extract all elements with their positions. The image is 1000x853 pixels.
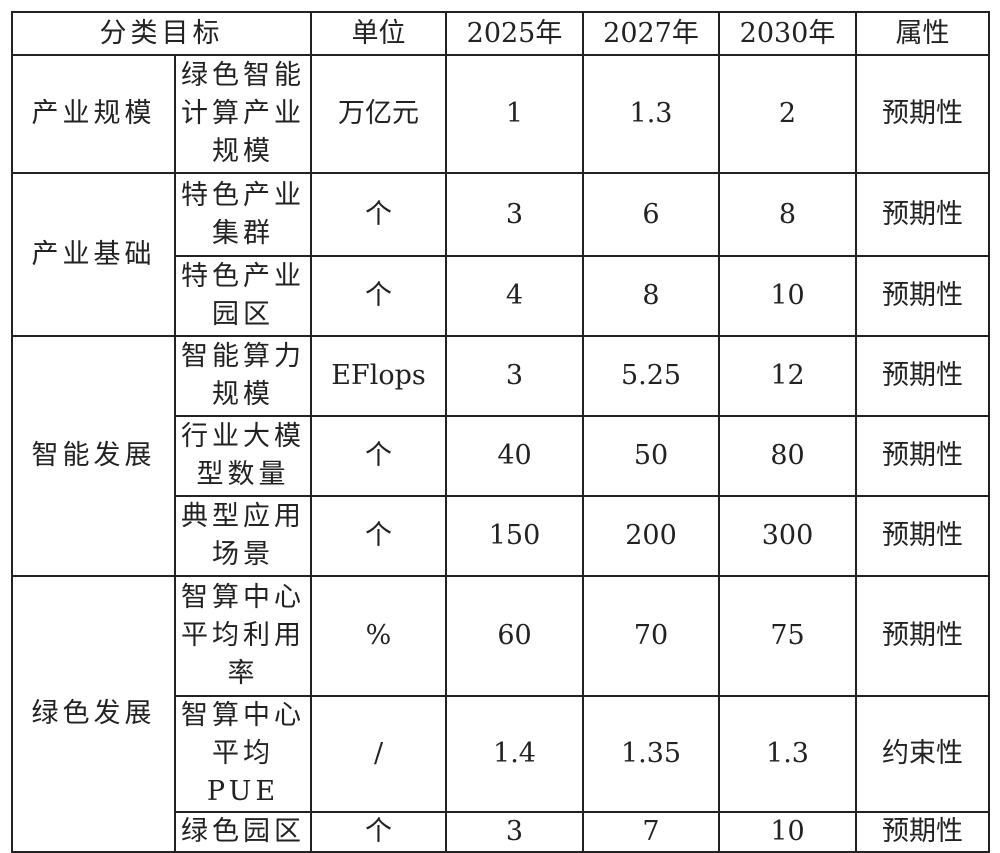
item-cell: 绿色园区	[174, 811, 312, 853]
header-attr: 属性	[855, 11, 990, 56]
table-row: 产业规模 绿色智能计算产业规模 万亿元 1 1.3 2 预期性	[11, 54, 990, 174]
item-cell: 智算中心平均PUE	[174, 695, 312, 813]
unit-cell: EFlops	[310, 335, 447, 417]
table-row: 典型应用场景 个 150 200 300 预期性	[12, 495, 990, 577]
value-2030: 1.3	[718, 695, 857, 813]
attr-cell: 预期性	[855, 255, 990, 337]
header-row: 分类目标 单位 2025年 2027年 2030年 属性	[11, 11, 990, 56]
table-row: 绿色发展 智算中心平均利用率 % 60 70 75 预期性	[11, 575, 990, 853]
category-cell: 产业基础	[11, 172, 176, 337]
value-2027: 200	[582, 495, 720, 577]
header-2030: 2030年	[718, 11, 857, 56]
table-row: 智能发展 智能算力规模 EFlops 3 5.25 12 预期性	[11, 335, 990, 577]
value-2025: 1	[445, 54, 584, 174]
unit-cell: 个	[310, 255, 447, 337]
item-cell: 智能算力规模	[174, 335, 312, 417]
attr-cell: 预期性	[855, 415, 990, 497]
value-2030: 2	[718, 54, 857, 174]
header-category: 分类目标	[11, 11, 312, 56]
unit-cell: 个	[310, 172, 447, 257]
table-row: 行业大模型数量 个 40 50 80 预期性	[12, 415, 990, 497]
value-2030: 12	[718, 335, 857, 417]
value-2025: 4	[445, 255, 584, 337]
table-row: 特色产业园区 个 4 8 10 预期性	[12, 255, 990, 337]
value-2025: 60	[445, 575, 584, 697]
value-2027: 50	[582, 415, 720, 497]
category-cell: 智能发展	[11, 335, 176, 577]
attr-cell: 预期性	[855, 335, 990, 417]
value-2025: 3	[445, 172, 584, 257]
unit-cell: %	[310, 575, 447, 697]
header-unit: 单位	[310, 11, 447, 56]
item-cell: 典型应用场景	[174, 495, 312, 577]
item-cell: 智算中心平均利用率	[174, 575, 312, 697]
item-cell: 行业大模型数量	[174, 415, 312, 497]
header-2027: 2027年	[582, 11, 720, 56]
value-2030: 10	[718, 811, 857, 853]
attr-cell: 预期性	[855, 172, 990, 257]
item-cell: 特色产业园区	[174, 255, 312, 337]
value-2025: 150	[445, 495, 584, 577]
unit-cell: 个	[310, 415, 447, 497]
unit-cell: 个	[310, 811, 447, 853]
value-2027: 1.35	[582, 695, 720, 813]
value-2027: 7	[582, 811, 720, 853]
value-2030: 300	[718, 495, 857, 577]
category-cell: 产业规模	[11, 54, 176, 174]
value-2030: 80	[718, 415, 857, 497]
unit-cell: 万亿元	[310, 54, 447, 174]
value-2025: 40	[445, 415, 584, 497]
table-row: 产业基础 特色产业集群 个 3 6 8 预期性	[11, 172, 990, 337]
attr-cell: 预期性	[855, 495, 990, 577]
category-cell: 绿色发展	[11, 575, 176, 853]
attr-cell: 约束性	[855, 695, 990, 813]
value-2030: 75	[718, 575, 857, 697]
value-2027: 70	[582, 575, 720, 697]
value-2030: 10	[718, 255, 857, 337]
unit-cell: /	[310, 695, 447, 813]
value-2027: 8	[582, 255, 720, 337]
attr-cell: 预期性	[855, 811, 990, 853]
value-2027: 1.3	[582, 54, 720, 174]
item-cell: 特色产业集群	[174, 172, 312, 257]
value-2030: 8	[718, 172, 857, 257]
item-cell: 绿色智能计算产业规模	[174, 54, 312, 174]
value-2027: 5.25	[582, 335, 720, 417]
targets-table: 分类目标 单位 2025年 2027年 2030年 属性 产业规模 绿色智能计算…	[11, 11, 990, 853]
value-2025: 3	[445, 811, 584, 853]
value-2025: 1.4	[445, 695, 584, 813]
table-row: 智算中心平均PUE / 1.4 1.35 1.3 约束性	[12, 695, 990, 813]
attr-cell: 预期性	[855, 575, 990, 697]
value-2025: 3	[445, 335, 584, 417]
header-2025: 2025年	[445, 11, 584, 56]
attr-cell: 预期性	[855, 54, 990, 174]
value-2027: 6	[582, 172, 720, 257]
unit-cell: 个	[310, 495, 447, 577]
